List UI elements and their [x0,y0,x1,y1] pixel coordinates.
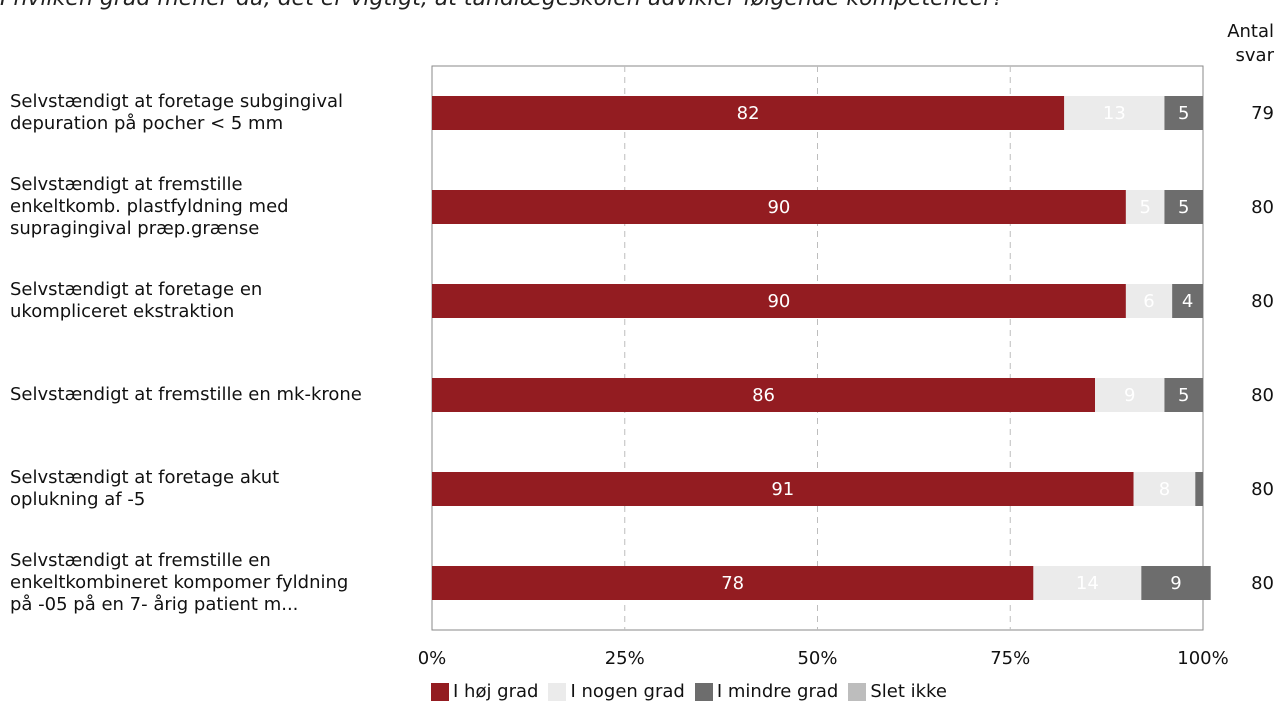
bar-segment [1033,566,1142,600]
category-label-line: ukompliceret ekstraktion [10,301,235,322]
data-label: 90 [767,197,790,218]
category-label-line: Selvstændigt at foretage subgingival [10,91,344,112]
data-label: 90 [767,291,790,312]
data-label: 91 [771,479,794,500]
data-label: 5 [1178,197,1189,218]
legend-label: I nogen grad [570,681,685,702]
bar-segment [432,378,1096,412]
data-label: 78 [721,573,744,594]
category-label-line: Selvstændigt at foretage en [10,279,263,300]
data-label: 86 [752,385,775,406]
plot-frame [431,65,1204,631]
bar-segment [1125,190,1165,224]
x-tick-label: 75% [990,648,1030,669]
data-label: 6 [1143,291,1154,312]
category-label: Selvstændigt at foretage subgingival depu… [10,91,343,135]
data-label: 5 [1178,103,1189,124]
antal-svar-header-line-1: Antal [1227,21,1274,42]
legend-swatch [431,682,449,701]
legend-item: I høj grad [431,681,538,702]
bar-segment [1164,190,1203,224]
category-label-line: Selvstændigt at foretage akut [10,467,280,488]
x-tick-label: 50% [797,648,837,669]
legend-item: I mindre grad [694,681,839,702]
x-tick-label: 0% [418,648,447,669]
legend: I høj grad I nogen grad I mindre grad Slet … [431,681,957,702]
category-label-line: enkeltkomb. plastfyldning med [10,196,289,217]
data-label: 5 [1178,385,1189,406]
legend-swatch [694,682,713,701]
data-label: 5 [1139,197,1150,218]
legend-swatch [848,682,867,701]
antal-svar-header-line-2: svar [1235,45,1274,66]
data-label: 82 [737,103,760,124]
category-label-line: supragingival præp.grænse [10,218,260,239]
bar-segment [1141,566,1211,600]
legend-label: Slet ikke [870,681,947,702]
category-label: Selvstændigt at foretage en ukompliceret … [10,279,262,323]
category-label: Selvstændigt at fremstille enkeltkomb. pl… [10,174,289,240]
category-label-line: oplukning af -5 [10,489,146,510]
category-label-line: Selvstændigt at fremstille en mk-krone [10,384,362,405]
category-label: Selvstændigt at fremstille en mk-krone [10,384,362,406]
antal-svar-value: 80 [1251,385,1274,406]
bar-segment [1195,472,1203,506]
legend-item: I nogen grad [548,681,685,702]
bar-segment [1095,378,1165,412]
bar-segment [1164,96,1203,130]
bar-segment [1133,472,1196,506]
antal-svar-value: 80 [1251,479,1274,500]
bar-segment [432,190,1126,224]
bar-segment [432,96,1065,130]
data-label: 9 [1124,385,1135,406]
bar-segment [1064,96,1165,130]
antal-svar-value: 80 [1251,291,1274,312]
bar-segment [1164,378,1203,412]
bar-segment [432,566,1034,600]
category-label-line: på -05 på en 7- årig patient m... [10,594,299,615]
bar-segment [1172,284,1203,318]
antal-svar-value: 80 [1251,573,1274,594]
legend-swatch [548,682,567,701]
chart-title: I hvilken grad mener du, det er vigtigt,… [0,0,1270,11]
data-label: 4 [1182,291,1193,312]
data-label: 13 [1103,103,1126,124]
legend-item: Slet ikke [848,681,947,702]
data-label: 9 [1170,573,1181,594]
category-label: Selvstændigt at fremstille en enkeltkombi… [10,550,348,616]
x-tick-label: 25% [605,648,645,669]
category-label-line: Selvstændigt at fremstille [10,174,243,195]
legend-label: I mindre grad [716,681,839,702]
antal-svar-value: 79 [1251,103,1274,124]
bar-segment [432,472,1134,506]
legend-label: I høj grad [453,681,539,702]
x-tick-label: 100% [1177,648,1228,669]
category-label-line: Selvstændigt at fremstille en [10,550,271,571]
antal-svar-value: 80 [1251,197,1274,218]
category-label: Selvstændigt at foretage akut oplukning a… [10,467,279,511]
category-label-line: depuration på pocher < 5 mm [10,113,284,134]
data-label: 8 [1159,479,1170,500]
bar-segment [1125,284,1173,318]
antal-svar-header: Antal svar [1210,20,1274,68]
bar-segment [432,284,1126,318]
category-label-line: enkeltkombineret kompomer fyldning [10,572,349,593]
data-label: 14 [1076,573,1099,594]
